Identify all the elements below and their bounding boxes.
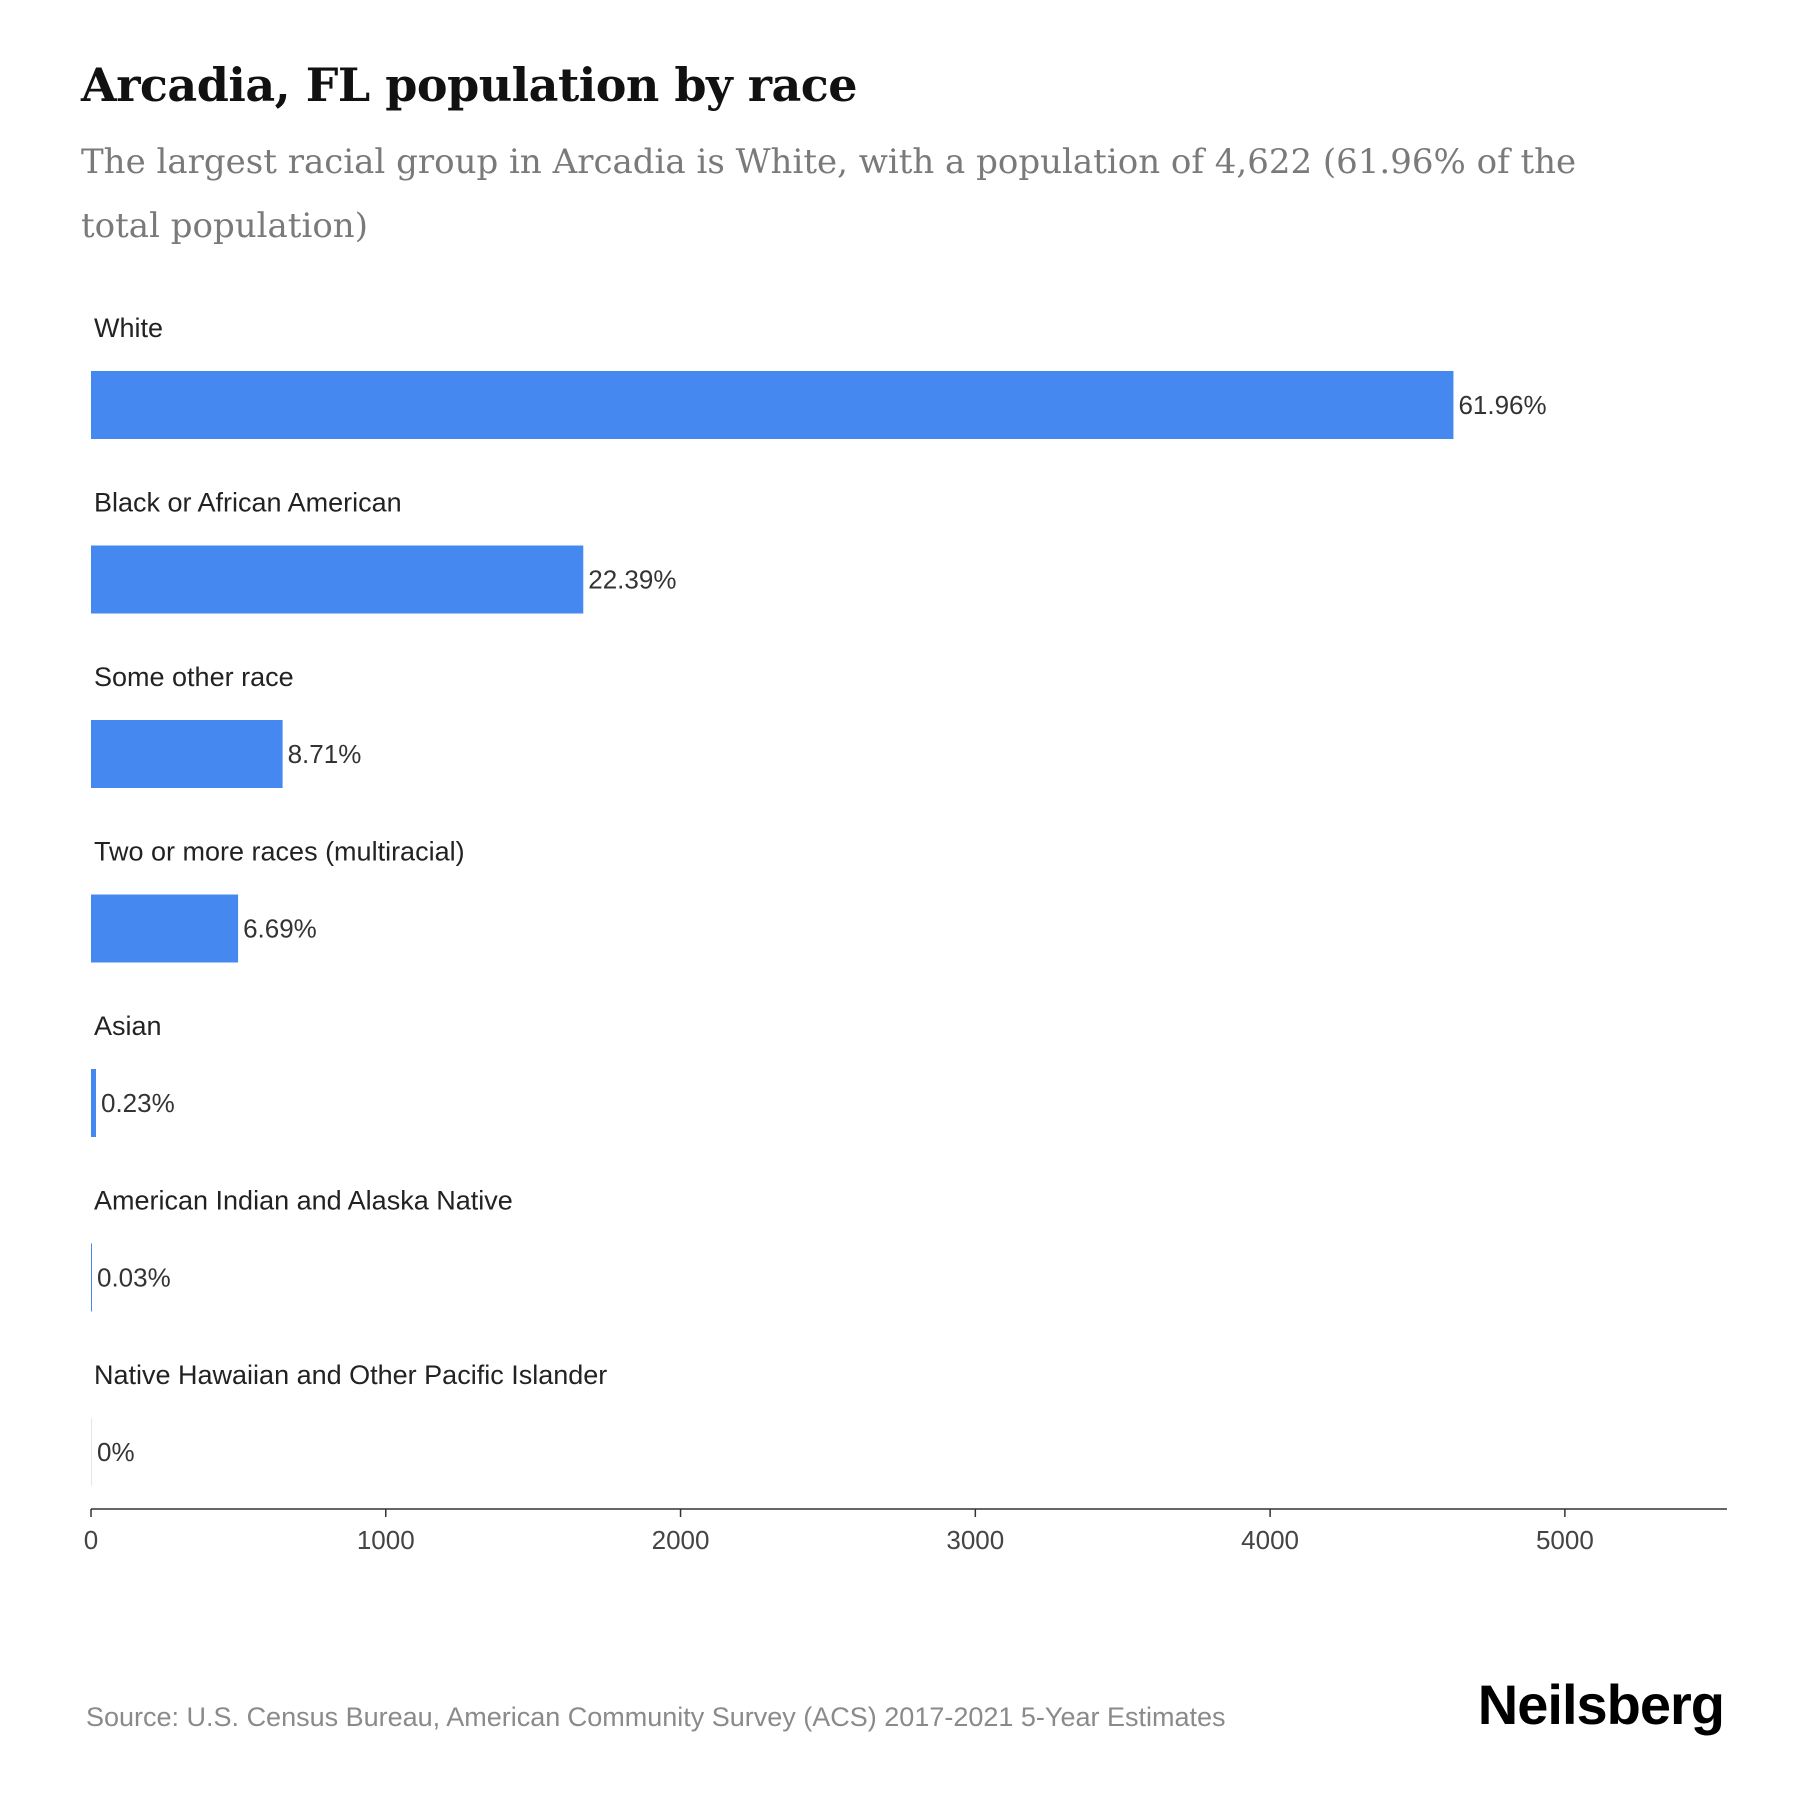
value-label-black-or-african-american: 22.39% — [588, 565, 676, 595]
value-label-american-indian-and-alaska-native: 0.03% — [97, 1263, 171, 1293]
value-label-two-or-more-races-multiracial: 6.69% — [243, 914, 317, 944]
value-label-asian: 0.23% — [101, 1088, 175, 1118]
x-tick-label-3000: 3000 — [946, 1525, 1004, 1555]
category-label-asian: Asian — [94, 1011, 162, 1041]
category-label-american-indian-and-alaska-native: American Indian and Alaska Native — [94, 1186, 513, 1216]
chart-title: Arcadia, FL population by race — [81, 58, 858, 112]
chart-subtitle: The largest racial group in Arcadia is W… — [81, 142, 1577, 246]
category-label-white: White — [94, 313, 163, 343]
value-label-white: 61.96% — [1458, 390, 1546, 420]
bar-two-or-more-races-multiracial — [91, 894, 239, 963]
category-label-some-other-race: Some other race — [94, 662, 294, 692]
value-label-some-other-race: 8.71% — [288, 739, 362, 769]
category-label-black-or-african-american: Black or African American — [94, 488, 402, 518]
bar-black-or-african-american — [91, 545, 584, 614]
bar-native-hawaiian-and-other-pacific-islander — [91, 1418, 92, 1486]
bar-white — [91, 371, 1454, 439]
x-tick-label-0: 0 — [84, 1525, 98, 1555]
category-label-native-hawaiian-and-other-pacific-islander: Native Hawaiian and Other Pacific Island… — [94, 1360, 607, 1390]
bar-chart: White 61.96% Black or African American 22.3… — [84, 313, 1727, 1555]
value-label-native-hawaiian-and-other-pacific-islander: 0% — [97, 1437, 135, 1467]
neilsberg-logo: Neilsberg — [1477, 1673, 1725, 1736]
x-tick-label-4000: 4000 — [1241, 1525, 1299, 1555]
bar-some-other-race — [91, 720, 283, 788]
x-tick-label-5000: 5000 — [1536, 1525, 1594, 1555]
bar-american-indian-and-alaska-native — [91, 1243, 92, 1312]
source-note: Source: U.S. Census Bureau, American Com… — [86, 1702, 1226, 1732]
x-tick-label-1000: 1000 — [357, 1525, 415, 1555]
category-label-two-or-more-races-multiracial: Two or more races (multiracial) — [94, 837, 465, 867]
bar-asian — [91, 1069, 97, 1137]
x-tick-label-2000: 2000 — [652, 1525, 710, 1555]
